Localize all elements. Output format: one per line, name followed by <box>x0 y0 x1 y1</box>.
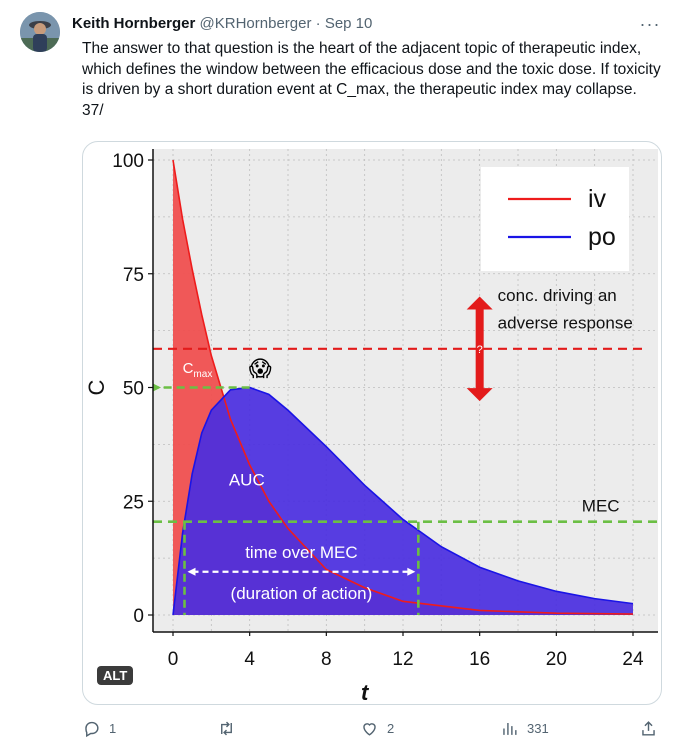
adverse-label-line1: conc. driving an <box>498 286 617 305</box>
x-tick-label: 8 <box>321 649 332 670</box>
chart: ? conc. driving an adverse response MEC Cmax… <box>84 149 658 704</box>
tweet-date[interactable]: Sep 10 <box>324 15 373 32</box>
mec-label: MEC <box>582 497 620 516</box>
views-button[interactable]: 331 <box>500 716 549 740</box>
legend-label-iv: iv <box>588 185 607 213</box>
y-tick-label: 25 <box>123 492 144 513</box>
x-tick-label: 4 <box>244 649 255 670</box>
x-tick-label: 0 <box>168 649 179 670</box>
series-area-po <box>173 387 633 615</box>
y-tick-label: 50 <box>123 379 144 400</box>
question-mark: ? <box>477 344 483 356</box>
share-icon <box>642 720 655 736</box>
adverse-arrow-shaft <box>475 308 484 390</box>
alt-badge[interactable]: ALT <box>97 666 134 685</box>
retweet-icon <box>221 721 232 735</box>
separator-dot: · <box>315 15 321 32</box>
tmec-label-line1: time over MEC <box>245 543 357 562</box>
y-tick-label: 75 <box>123 265 144 286</box>
cmax-label: Cmax <box>183 360 213 380</box>
adverse-label-line2: adverse response <box>498 313 633 332</box>
author-handle[interactable]: @KRHornberger <box>199 15 312 32</box>
y-tick-label: 0 <box>133 606 144 627</box>
like-button[interactable]: 2 <box>360 716 394 740</box>
author-name[interactable]: Keith Hornberger <box>72 15 196 32</box>
adverse-arrow-down-icon <box>466 388 493 402</box>
retweet-button[interactable] <box>217 716 244 740</box>
adverse-arrow-up-icon <box>466 296 493 310</box>
views-count: 331 <box>527 720 549 736</box>
y-axis-label: C <box>84 379 109 395</box>
share-button[interactable] <box>639 716 658 740</box>
series-line-iv <box>172 159 634 615</box>
auc-label: AUC <box>229 470 265 489</box>
heart-icon <box>363 722 376 736</box>
avatar[interactable] <box>20 12 60 52</box>
scream-emoji-icon: 😱 <box>249 357 272 382</box>
x-axis-label: t <box>361 680 370 704</box>
legend-box <box>481 167 629 271</box>
tmec-arrow-left-icon <box>187 567 196 576</box>
tmec-label-line2: (duration of action) <box>231 584 373 603</box>
x-tick-label: 12 <box>392 649 413 670</box>
tmec-arrow-right-icon <box>407 567 416 576</box>
reply-icon <box>85 721 99 737</box>
tweet-text: The answer to that question is the heart… <box>82 40 661 119</box>
like-count: 2 <box>387 720 395 736</box>
x-tick-label: 20 <box>546 649 567 670</box>
tweet-media[interactable]: ? conc. driving an adverse response MEC Cmax… <box>82 141 662 705</box>
legend-label-po: po <box>588 223 616 251</box>
y-tick-label: 100 <box>112 151 144 172</box>
tweet-header: Keith Hornberger @KRHornberger · Sep 10 <box>72 14 372 34</box>
series-line-po <box>172 386 634 616</box>
reply-button[interactable]: 1 <box>82 716 116 740</box>
x-tick-label: 16 <box>469 649 490 670</box>
more-options-icon[interactable]: ··· <box>639 13 661 34</box>
tweet-actions: 1 2 331 <box>82 716 662 740</box>
reply-count: 1 <box>109 720 117 736</box>
views-icon <box>503 722 517 735</box>
x-tick-label: 24 <box>622 649 644 670</box>
